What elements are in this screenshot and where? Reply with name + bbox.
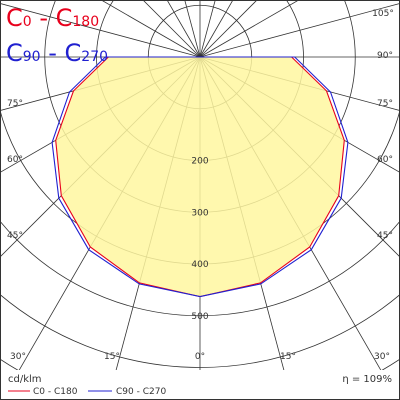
- angle-label: 45°: [7, 231, 23, 241]
- angle-label: 75°: [7, 99, 23, 109]
- legend-c90-sub: 90: [23, 49, 41, 65]
- grid-spoke: [199, 0, 234, 58]
- angle-label: 15°: [280, 352, 296, 362]
- angle-label: 0°: [195, 352, 205, 362]
- angle-label: 90°: [377, 51, 393, 61]
- curves: [51, 56, 349, 298]
- legend-c90-main: C: [6, 39, 23, 67]
- grid-spoke: [199, 2, 400, 58]
- angle-label: 60°: [377, 155, 393, 165]
- radial-tick-label: 200: [191, 157, 208, 167]
- angle-label: 45°: [377, 231, 393, 241]
- efficiency-label: η = 109%: [342, 374, 392, 385]
- grid-spoke: [199, 0, 258, 58]
- angle-label: 30°: [10, 352, 26, 362]
- legend-series-c0: C0 - C180: [33, 387, 78, 397]
- grid-spoke: [142, 0, 201, 58]
- grid-spoke: [199, 0, 300, 58]
- axis-labels: 200 300 400 500 30° 15° 0° 15° 30° 45° 60° 75° 45° 60…: [7, 9, 394, 362]
- legend-series-c90: C90 - C270: [116, 387, 166, 397]
- grid-spoke: [0, 2, 201, 58]
- radial-tick-label: 500: [191, 312, 208, 322]
- radial-tick-label: 400: [191, 260, 208, 270]
- footer: cd/klm η = 109% C0 - C180 C90 - C270: [1, 370, 399, 399]
- legend-c0-main: C: [6, 4, 23, 32]
- angle-label: 60°: [7, 155, 23, 165]
- legend-c90-sub2: 270: [81, 49, 108, 65]
- angle-label: 105°: [372, 9, 394, 19]
- legend-c0-main2: C: [56, 4, 73, 32]
- grid-spoke: [166, 0, 201, 58]
- legend: C0 - C180 C90 - C270: [6, 4, 108, 67]
- grid-spoke: [100, 0, 201, 58]
- angle-label: 15°: [104, 352, 120, 362]
- legend-c90-sep: -: [41, 39, 65, 67]
- radial-tick-label: 300: [191, 208, 208, 218]
- legend-c0-sep: -: [32, 4, 56, 32]
- legend-c0: C0 - C180: [6, 4, 99, 32]
- angle-label: 75°: [377, 99, 393, 109]
- series-curve: [51, 56, 349, 298]
- footer-background: [1, 370, 399, 399]
- legend-c0-sub2: 180: [72, 14, 99, 30]
- angle-label: 30°: [374, 352, 390, 362]
- legend-c90-main2: C: [65, 39, 82, 67]
- legend-c90: C90 - C270: [6, 39, 108, 67]
- units-label: cd/klm: [8, 374, 42, 385]
- legend-c0-sub: 0: [23, 14, 32, 30]
